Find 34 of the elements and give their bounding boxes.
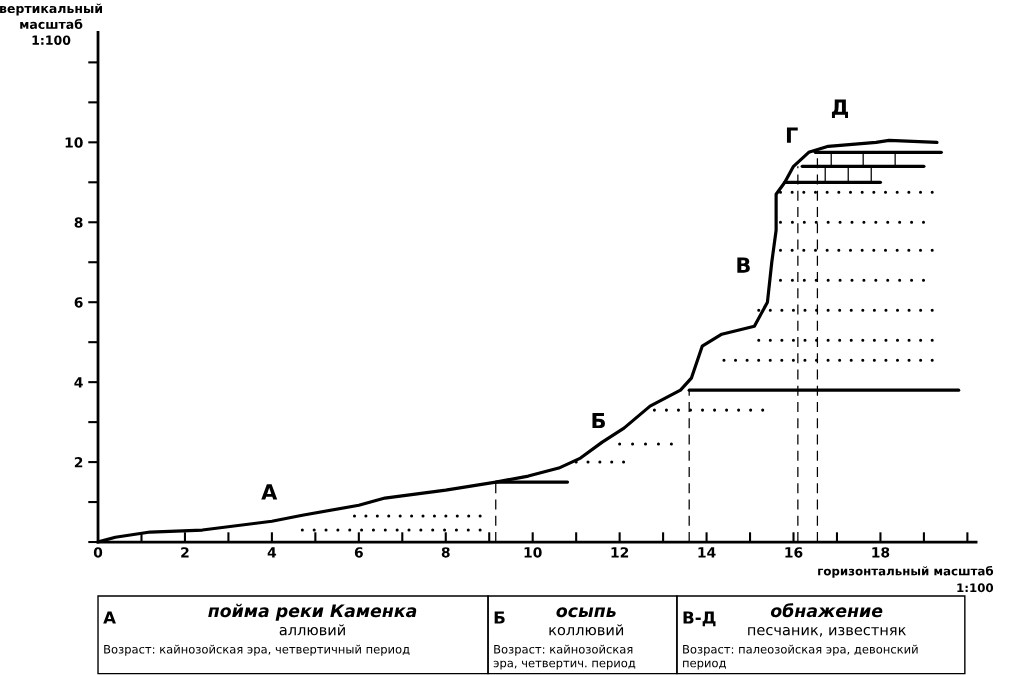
annotation: В [737,257,750,273]
x-axis-title: горизонтальный масштаб 1:100 [818,565,994,593]
x-tick-label: 8 [441,547,450,558]
text: В-Д [683,611,716,627]
x-tick-label: 4 [267,547,277,558]
y-tick-label: 6 [74,297,83,308]
annotation: Б [592,412,605,429]
text: коллювий [549,624,624,636]
text: Возраст: кайнозойская эра, четвертичный период [104,644,410,656]
y-tick-label: 4 [74,377,83,388]
y-tick-label: 8 [74,217,83,228]
text: А [103,611,116,624]
x-tick-label: 18 [872,547,890,558]
annotation: Г [786,127,798,143]
x-tick-label: 6 [354,547,363,558]
x-tick-label: 0 [93,547,103,558]
text: Б [494,611,505,624]
text: аллювий [279,624,345,636]
y-tick-label: 2 [74,457,83,468]
text: Возраст: палеозойская эра, девонский период [683,644,918,670]
y-axis-title: вертикальный масштаб 1:100 [0,3,103,45]
text: Возраст: кайнозойская эра, четвертич. период [493,644,636,670]
text: обнажение [770,603,883,618]
text: осыпь [556,607,616,618]
text: песчаник, известняк [748,626,906,637]
text: пойма реки Каменка [208,603,417,621]
x-tick-label: 14 [698,547,716,558]
annotation: А [261,484,278,500]
x-tick-label: 2 [181,547,189,558]
y-tick-label: 10 [65,137,83,148]
annotation: Д [831,99,848,118]
x-tick-label: 12 [611,547,629,558]
x-tick-label: 16 [785,547,803,558]
x-tick-label: 10 [524,547,542,558]
